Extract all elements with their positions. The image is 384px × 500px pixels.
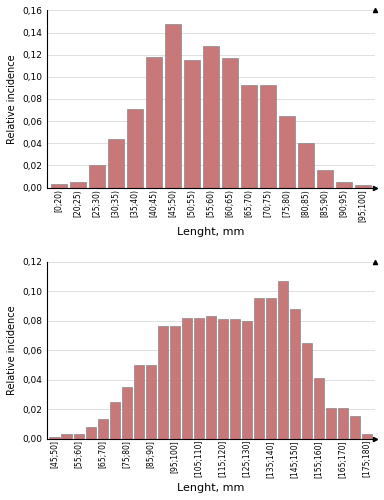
Bar — [184, 60, 200, 188]
Bar — [260, 84, 276, 188]
Bar — [51, 184, 67, 188]
Y-axis label: Relative incidence: Relative incidence — [7, 54, 17, 144]
Bar — [170, 326, 180, 438]
Bar — [108, 139, 124, 188]
Bar — [254, 298, 264, 438]
Bar — [122, 387, 132, 438]
Bar — [362, 434, 372, 438]
Bar — [278, 116, 295, 188]
Y-axis label: Relative incidence: Relative incidence — [7, 306, 17, 395]
Bar — [194, 318, 204, 438]
Bar — [73, 434, 84, 438]
Bar — [206, 316, 216, 438]
Bar — [182, 318, 192, 438]
Bar — [266, 298, 276, 438]
Bar — [50, 437, 60, 438]
Bar — [316, 170, 333, 188]
Bar — [338, 408, 348, 438]
Bar — [298, 143, 314, 188]
Bar — [242, 320, 252, 438]
Bar — [290, 309, 300, 438]
Bar — [218, 319, 228, 438]
Bar — [109, 402, 120, 438]
Bar — [336, 182, 352, 188]
Bar — [230, 319, 240, 438]
Bar — [70, 182, 86, 188]
Bar — [326, 408, 336, 438]
Bar — [98, 420, 108, 438]
X-axis label: Lenght, mm: Lenght, mm — [177, 483, 245, 493]
Bar — [146, 365, 156, 438]
Bar — [61, 434, 72, 438]
Bar — [158, 326, 168, 438]
Bar — [314, 378, 324, 438]
Bar — [146, 57, 162, 188]
Bar — [302, 342, 312, 438]
Bar — [241, 84, 257, 188]
Bar — [354, 186, 371, 188]
Bar — [86, 427, 96, 438]
Bar — [165, 24, 181, 188]
X-axis label: Lenght, mm: Lenght, mm — [177, 227, 245, 237]
Bar — [127, 109, 143, 188]
Bar — [350, 416, 360, 438]
Bar — [222, 58, 238, 188]
Bar — [134, 365, 144, 438]
Bar — [278, 280, 288, 438]
Bar — [89, 166, 105, 188]
Bar — [203, 46, 219, 188]
